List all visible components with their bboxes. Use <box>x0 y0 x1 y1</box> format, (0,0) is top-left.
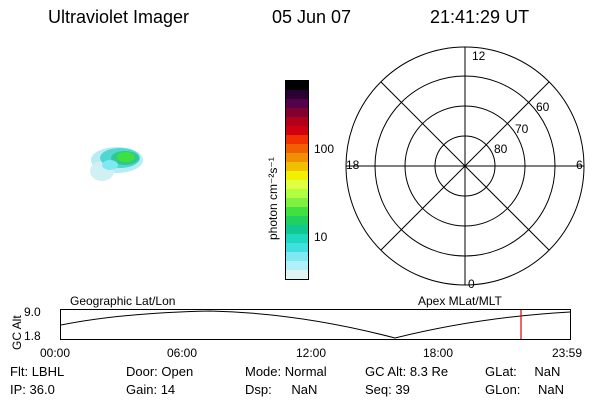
geo-latlon-title: Geographic Lat/Lon <box>70 294 176 308</box>
lat-label-80: 80 <box>494 142 508 156</box>
filter-field: Flt: LBHL <box>10 364 65 379</box>
gain-value: 14 <box>160 382 176 397</box>
gc-alt-value: 8.3 Re <box>409 364 449 379</box>
x-tick-0600: 06:00 <box>167 346 198 360</box>
y-tick-9: 9.0 <box>24 305 41 319</box>
lat-label-70: 70 <box>515 122 529 136</box>
colorbar-unit-label: photon cm⁻²s⁻¹ <box>266 157 280 240</box>
door-value: Open <box>161 364 194 379</box>
ip-field: IP: 36.0 <box>10 382 55 397</box>
polar-plot: 12 18 6 0 60 70 80 <box>345 46 585 291</box>
colorbar-tick-10: 10 <box>314 230 328 244</box>
glat-field: GLat: NaN <box>485 364 561 379</box>
filter-value: LBHL <box>31 364 65 379</box>
time-label: 21:41:29 UT <box>430 7 530 27</box>
gain-field: Gain: 14 <box>126 382 176 397</box>
x-tick-0000: 00:00 <box>40 346 71 360</box>
y-tick-1-8: 1.8 <box>24 329 41 343</box>
mode-field: Mode: Normal <box>245 364 327 379</box>
mlt-label-0: 0 <box>468 277 475 291</box>
dsp-field: Dsp: NaN <box>245 382 318 397</box>
colorbar-tick-100: 100 <box>314 142 335 156</box>
colorbar <box>285 80 309 280</box>
glon-field: GLon: NaN <box>485 382 565 397</box>
mode-value: Normal <box>284 364 327 379</box>
auroral-image <box>90 147 143 181</box>
x-tick-1200: 12:00 <box>296 346 327 360</box>
door-field: Door: Open <box>126 364 194 379</box>
seq-field: Seq: 39 <box>365 382 410 397</box>
altitude-plot <box>60 309 571 340</box>
mlt-label-12: 12 <box>472 49 486 63</box>
dsp-value: NaN <box>291 382 318 397</box>
lat-label-60: 60 <box>536 100 550 114</box>
altitude-curve <box>60 310 571 339</box>
x-tick-2359: 23:59 <box>552 346 583 360</box>
mlt-label-18: 18 <box>346 158 360 172</box>
mlt-label-6: 6 <box>576 158 583 172</box>
gc-alt-axis-label: GC Alt <box>10 315 24 350</box>
date-label: 05 Jun 07 <box>272 7 352 27</box>
ip-value: 36.0 <box>29 382 55 397</box>
x-tick-1800: 18:00 <box>423 346 454 360</box>
glon-value: NaN <box>538 382 565 397</box>
glat-value: NaN <box>534 364 561 379</box>
instrument-title: Ultraviolet Imager <box>48 7 190 27</box>
gc-alt-field: GC Alt: 8.3 Re <box>365 364 449 379</box>
apex-mlat-mlt-title: Apex MLat/MLT <box>418 294 502 308</box>
seq-value: 39 <box>395 382 410 397</box>
polar-diagonal-2 <box>380 81 550 251</box>
